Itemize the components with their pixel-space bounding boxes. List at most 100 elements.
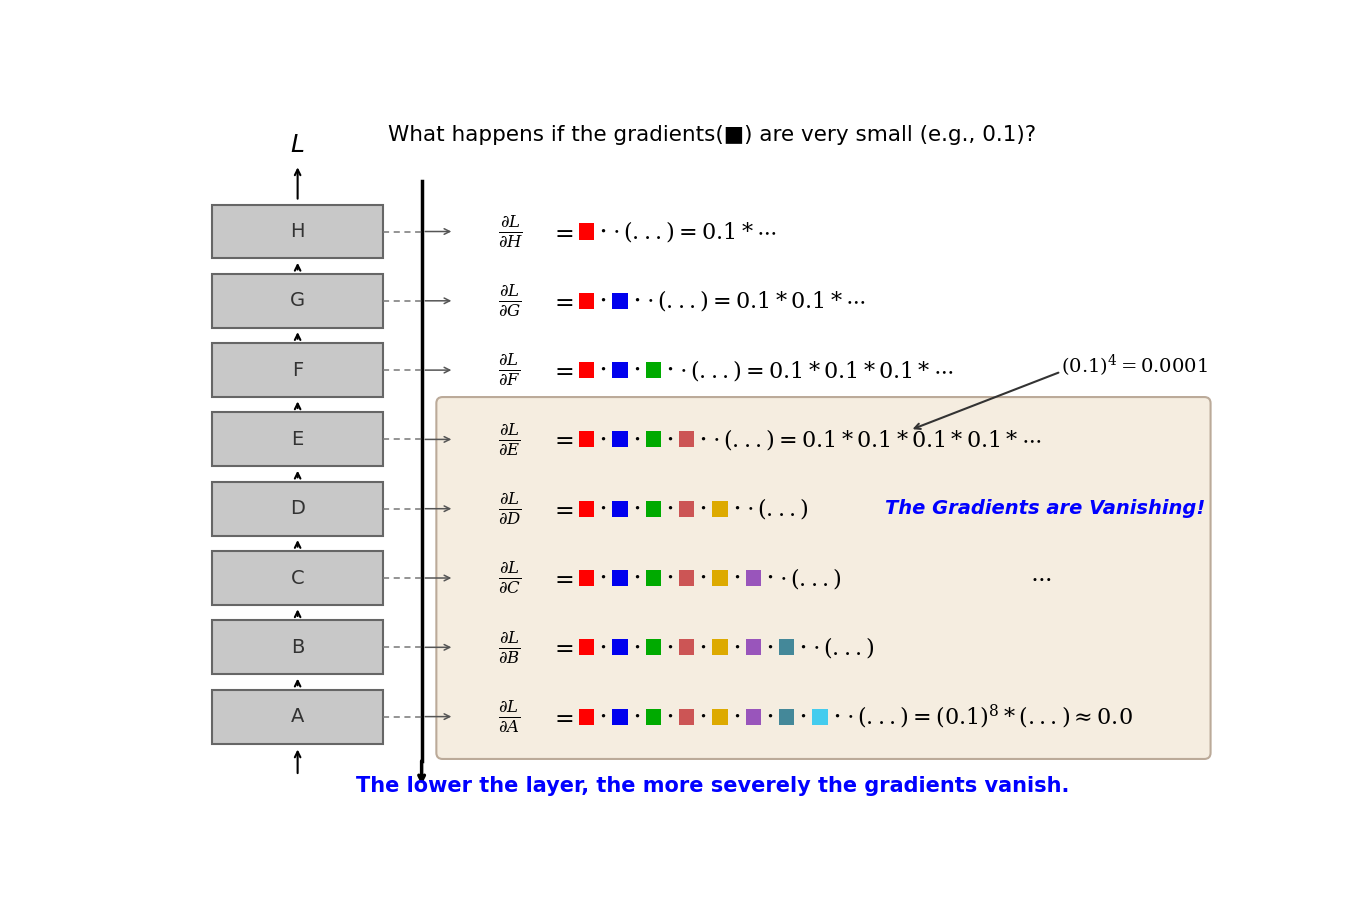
FancyBboxPatch shape (579, 224, 595, 240)
Text: $\cdot$: $\cdot$ (765, 634, 773, 660)
FancyBboxPatch shape (679, 432, 694, 447)
Text: $(0.1)^4=0.0001$: $(0.1)^4=0.0001$ (1061, 354, 1207, 379)
Text: $=$: $=$ (550, 635, 574, 659)
FancyBboxPatch shape (579, 708, 595, 724)
Text: $\frac{\partial L}{\partial F}$: $\frac{\partial L}{\partial F}$ (497, 352, 520, 388)
Text: $\cdot$: $\cdot$ (698, 426, 706, 453)
Text: $\cdot$: $\cdot$ (831, 704, 839, 730)
Text: $\cdot$: $\cdot$ (732, 704, 740, 730)
Text: $\cdot$: $\cdot$ (599, 357, 607, 383)
FancyBboxPatch shape (612, 293, 627, 309)
Text: $\cdot$: $\cdot$ (698, 634, 706, 660)
FancyBboxPatch shape (679, 708, 694, 724)
Text: The Gradients are Vanishing!: The Gradients are Vanishing! (885, 499, 1206, 518)
Text: $\cdot\,(...)=0.1*0.1*\cdots$: $\cdot\,(...)=0.1*0.1*\cdots$ (645, 288, 865, 314)
FancyBboxPatch shape (579, 293, 595, 309)
Text: $\cdot$: $\cdot$ (631, 426, 640, 453)
Text: E: E (292, 430, 304, 449)
Text: $\frac{\partial L}{\partial G}$: $\frac{\partial L}{\partial G}$ (497, 283, 521, 319)
Text: $\cdot\,(...)=(0.1)^{8}*(...)\approx0.0$: $\cdot\,(...)=(0.1)^{8}*(...)\approx0.0$ (846, 703, 1133, 731)
Text: What happens if the gradients(■) are very small (e.g., 0.1)?: What happens if the gradients(■) are ver… (388, 125, 1036, 145)
FancyBboxPatch shape (712, 708, 728, 724)
Text: $\cdot$: $\cdot$ (599, 634, 607, 660)
Text: $\cdot$: $\cdot$ (665, 704, 674, 730)
FancyBboxPatch shape (579, 639, 595, 655)
FancyBboxPatch shape (746, 639, 760, 655)
Text: $=$: $=$ (550, 496, 574, 521)
Text: $\cdot$: $\cdot$ (732, 565, 740, 591)
FancyBboxPatch shape (645, 570, 661, 586)
FancyBboxPatch shape (579, 432, 595, 447)
Text: $\frac{\partial L}{\partial C}$: $\frac{\partial L}{\partial C}$ (497, 560, 520, 596)
Text: $\cdot$: $\cdot$ (765, 704, 773, 730)
FancyBboxPatch shape (812, 708, 828, 724)
Text: $\cdot$: $\cdot$ (599, 565, 607, 591)
Text: $\cdot$: $\cdot$ (599, 426, 607, 453)
Text: $\cdot\,(...)$: $\cdot\,(...)$ (812, 634, 875, 660)
Text: $\cdot\,(...)=0.1*\cdots$: $\cdot\,(...)=0.1*\cdots$ (612, 219, 777, 244)
FancyBboxPatch shape (712, 570, 728, 586)
FancyBboxPatch shape (212, 344, 383, 397)
Text: $\cdot$: $\cdot$ (665, 634, 674, 660)
Text: $\cdot$: $\cdot$ (631, 704, 640, 730)
Text: $\cdot\,(...)=0.1*0.1*0.1*0.1*\cdots$: $\cdot\,(...)=0.1*0.1*0.1*0.1*\cdots$ (712, 427, 1042, 452)
Text: $=$: $=$ (550, 427, 574, 452)
Text: $\cdot\,(...)=0.1*0.1*0.1*\cdots$: $\cdot\,(...)=0.1*0.1*0.1*\cdots$ (679, 357, 953, 383)
Text: $\cdot$: $\cdot$ (698, 704, 706, 730)
Text: $\cdot$: $\cdot$ (599, 704, 607, 730)
Text: $\cdot$: $\cdot$ (732, 634, 740, 660)
Text: H: H (291, 222, 306, 241)
Text: D: D (291, 499, 306, 518)
Text: $\cdot$: $\cdot$ (665, 565, 674, 591)
Text: $\cdot$: $\cdot$ (765, 565, 773, 591)
Text: $\cdot$: $\cdot$ (698, 565, 706, 591)
FancyBboxPatch shape (212, 482, 383, 535)
FancyBboxPatch shape (645, 501, 661, 517)
Text: $=$: $=$ (550, 219, 574, 244)
Text: $\cdot\,(...)$: $\cdot\,(...)$ (779, 565, 842, 591)
Text: $=$: $=$ (550, 289, 574, 313)
Text: C: C (291, 568, 304, 587)
FancyBboxPatch shape (436, 397, 1210, 759)
Text: $\cdot$: $\cdot$ (799, 704, 807, 730)
Text: $\cdot$: $\cdot$ (599, 288, 607, 314)
Text: $\cdot$: $\cdot$ (665, 357, 674, 383)
Text: $=$: $=$ (550, 704, 574, 729)
Text: $\cdot$: $\cdot$ (631, 634, 640, 660)
FancyBboxPatch shape (679, 639, 694, 655)
Text: G: G (291, 291, 306, 310)
FancyBboxPatch shape (679, 501, 694, 517)
Text: F: F (292, 361, 303, 380)
Text: $\frac{\partial L}{\partial A}$: $\frac{\partial L}{\partial A}$ (497, 698, 520, 734)
FancyBboxPatch shape (212, 205, 383, 258)
Text: $\frac{\partial L}{\partial E}$: $\frac{\partial L}{\partial E}$ (497, 421, 520, 458)
Text: B: B (291, 638, 304, 657)
FancyBboxPatch shape (645, 362, 661, 378)
FancyBboxPatch shape (612, 639, 627, 655)
Text: $\cdots$: $\cdots$ (1029, 566, 1051, 590)
Text: $\frac{\partial L}{\partial H}$: $\frac{\partial L}{\partial H}$ (497, 214, 523, 250)
FancyBboxPatch shape (679, 570, 694, 586)
FancyBboxPatch shape (212, 620, 383, 674)
FancyBboxPatch shape (746, 708, 760, 724)
FancyBboxPatch shape (579, 570, 595, 586)
FancyBboxPatch shape (579, 501, 595, 517)
FancyBboxPatch shape (612, 501, 627, 517)
Text: $\cdot\,(...)$: $\cdot\,(...)$ (746, 496, 808, 521)
FancyBboxPatch shape (579, 362, 595, 378)
Text: $\cdot$: $\cdot$ (799, 634, 807, 660)
FancyBboxPatch shape (779, 708, 794, 724)
Text: $=$: $=$ (550, 566, 574, 590)
FancyBboxPatch shape (212, 551, 383, 605)
Text: $L$: $L$ (291, 133, 304, 157)
FancyBboxPatch shape (645, 639, 661, 655)
Text: $\cdot$: $\cdot$ (631, 495, 640, 522)
Text: $\frac{\partial L}{\partial B}$: $\frac{\partial L}{\partial B}$ (497, 629, 520, 665)
FancyBboxPatch shape (779, 639, 794, 655)
Text: $\cdot$: $\cdot$ (665, 426, 674, 453)
Text: $\cdot$: $\cdot$ (599, 218, 607, 245)
FancyBboxPatch shape (746, 570, 760, 586)
FancyBboxPatch shape (645, 708, 661, 724)
FancyBboxPatch shape (612, 362, 627, 378)
Text: $\cdot$: $\cdot$ (631, 288, 640, 314)
